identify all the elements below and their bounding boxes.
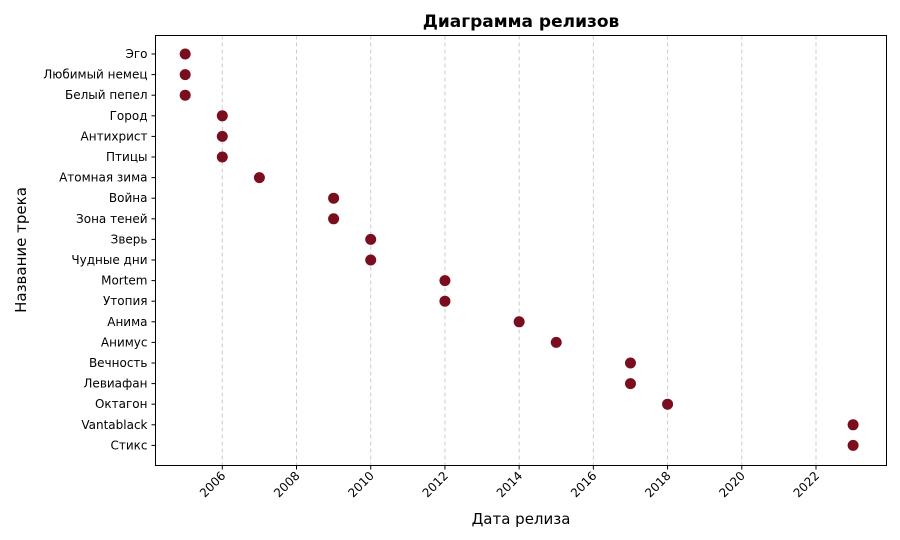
y-tick-label: Чудные дни — [71, 253, 147, 267]
grid-lines — [221, 35, 817, 466]
y-tick-label: Зона теней — [76, 212, 147, 226]
x-tick-label: 2008 — [271, 469, 302, 500]
data-point — [439, 275, 451, 287]
data-point — [216, 151, 228, 163]
data-points — [179, 48, 859, 451]
data-point — [328, 192, 340, 204]
y-tick-label: Антихрист — [81, 129, 148, 143]
data-point — [550, 336, 562, 348]
y-tick-label: Вечность — [89, 356, 148, 370]
x-tick-label: 2022 — [791, 469, 822, 500]
data-point — [847, 439, 859, 451]
x-tick-label: 2012 — [420, 469, 451, 500]
y-tick-label: Утопия — [103, 294, 148, 308]
x-tick-label: 2020 — [716, 469, 747, 500]
data-point — [328, 213, 340, 225]
y-tick-label: Война — [109, 191, 148, 205]
data-point — [624, 378, 636, 390]
y-tick-label: Стикс — [110, 438, 147, 452]
data-point — [624, 357, 636, 369]
data-point — [513, 316, 525, 328]
data-point — [662, 398, 674, 410]
y-tick-label: Октагон — [95, 397, 148, 411]
y-tick-label: Атомная зима — [59, 171, 147, 185]
data-point — [216, 110, 228, 122]
y-tick-label: Зверь — [111, 232, 148, 246]
y-tick-label: Город — [110, 109, 148, 123]
x-tick-label: 2016 — [568, 469, 599, 500]
y-tick-label: Любимый немец — [43, 68, 147, 82]
y-tick-label: Mortem — [101, 274, 147, 288]
plot-area — [155, 35, 887, 466]
x-axis-label: Дата релиза — [472, 510, 571, 528]
data-point — [179, 48, 191, 60]
y-axis: Эго Любимый немец Белый пепел Город Антихрис… — [43, 47, 156, 452]
y-tick-label: Белый пепел — [65, 88, 148, 102]
y-tick-label: Анимус — [101, 335, 148, 349]
data-point — [847, 419, 859, 431]
data-point — [365, 254, 377, 266]
y-axis-label: Название трека — [12, 187, 30, 313]
data-point — [179, 69, 191, 81]
chart-title: Диаграмма релизов — [423, 12, 620, 32]
data-point — [216, 130, 228, 142]
y-tick-label: Левиафан — [83, 377, 147, 391]
x-tick-label: 2018 — [642, 469, 673, 500]
y-tick-label: Анима — [107, 315, 147, 329]
x-tick-label: 2010 — [345, 469, 376, 500]
y-tick-label: Эго — [125, 47, 147, 61]
y-tick-label: Vantablack — [81, 418, 147, 432]
y-tick-label: Птицы — [106, 150, 147, 164]
x-axis: 2006 2008 2010 2012 2014 2016 2018 2020 2022 — [197, 465, 822, 500]
data-point — [253, 172, 265, 184]
data-point — [179, 89, 191, 101]
data-point — [365, 233, 377, 245]
data-point — [439, 295, 451, 307]
x-tick-label: 2014 — [494, 469, 525, 500]
x-tick-label: 2006 — [197, 469, 228, 500]
